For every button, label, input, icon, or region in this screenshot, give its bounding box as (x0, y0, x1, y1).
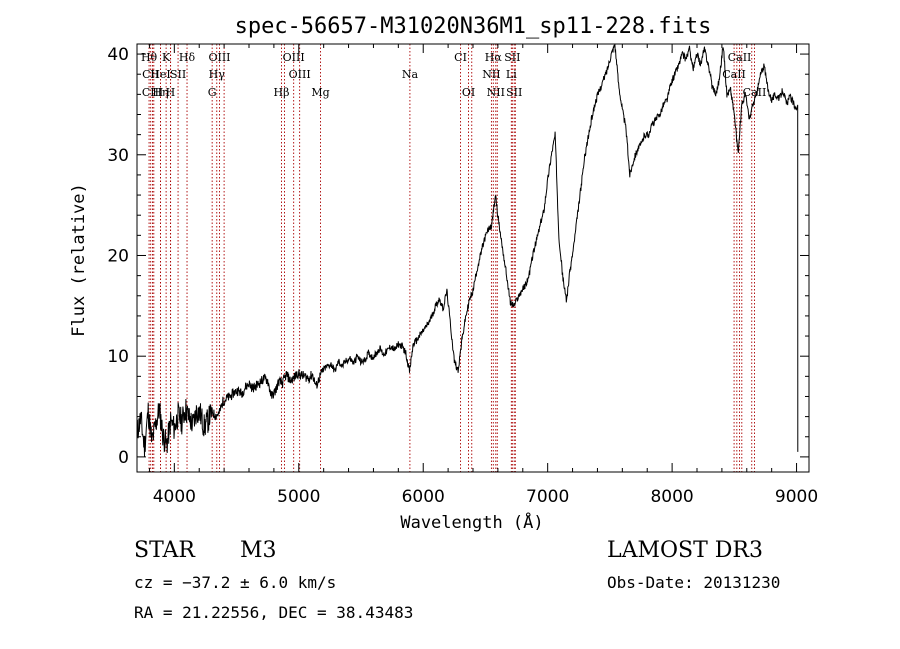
line-marker-label: CaII (743, 86, 767, 99)
line-marker-label: CaII (728, 51, 752, 64)
line-marker-label: OIII (289, 68, 311, 81)
coordinates-text: RA = 21.22556, DEC = 38.43483 (134, 603, 414, 622)
x-tick-label: 4000 (153, 487, 196, 507)
x-tick-label: 7000 (526, 487, 569, 507)
line-marker-label: OIII (283, 51, 305, 64)
line-marker-label: SII (504, 51, 520, 64)
y-tick-label: 20 (107, 246, 129, 266)
chart-title: spec-56657-M31020N36M1_sp11-228.fits (235, 14, 712, 39)
y-tick-label: 40 (107, 45, 129, 65)
line-marker-label: HeI (150, 68, 170, 81)
line-marker-label: Hθ (141, 51, 158, 64)
x-tick-label: 5000 (277, 487, 320, 507)
x-tick-label: 9000 (775, 487, 818, 507)
line-marker-label: Na (402, 68, 419, 81)
line-marker-label: CIII (142, 86, 163, 99)
line-marker-label: Hα (485, 51, 503, 64)
line-markers (148, 44, 755, 472)
y-tick-label: 0 (118, 448, 129, 468)
line-marker-label: Hη (152, 86, 168, 99)
obs-date-text: Obs-Date: 20131230 (607, 573, 781, 592)
plot-frame (136, 43, 810, 473)
line-marker-label: Hδ (179, 51, 196, 64)
survey-label: LAMOST DR3 (607, 538, 763, 563)
spectrum-line (136, 44, 799, 457)
y-tick-label: 30 (107, 146, 129, 166)
y-axis-label: Flux (relative) (69, 183, 89, 337)
x-axis-label: Wavelength (Å) (400, 511, 543, 533)
line-marker-label: NII (482, 68, 500, 81)
y-axis-ticks: 0 10 20 30 40 (107, 45, 809, 468)
line-marker-label: SII (170, 68, 186, 81)
line-marker-label: CII (142, 68, 159, 81)
line-marker-label: SII (506, 86, 522, 99)
x-tick-label: 6000 (402, 487, 445, 507)
line-marker-label: NII (487, 86, 505, 99)
line-marker-label: CI (454, 51, 467, 64)
line-marker-label: Li (506, 68, 517, 81)
line-marker-label: OI (462, 86, 475, 99)
line-marker-label: OIII (208, 51, 230, 64)
line-marker-label: Hβ (274, 86, 290, 99)
x-tick-label: 8000 (650, 487, 693, 507)
y-tick-label: 10 (107, 347, 129, 367)
x-axis-ticks: 4000 5000 6000 7000 8000 9000 (148, 44, 818, 507)
redshift-text: cz = −37.2 ± 6.0 km/s (134, 573, 337, 592)
line-marker-label: Mg (311, 86, 329, 99)
class-label: STAR (134, 538, 195, 563)
line-marker-label: K (162, 51, 171, 64)
line-marker-label: G (208, 86, 217, 99)
subclass-label: M3 (240, 538, 277, 563)
line-marker-label: Hγ (209, 68, 226, 81)
line-marker-label: CaII (722, 68, 746, 81)
line-marker-label: H (166, 86, 176, 99)
